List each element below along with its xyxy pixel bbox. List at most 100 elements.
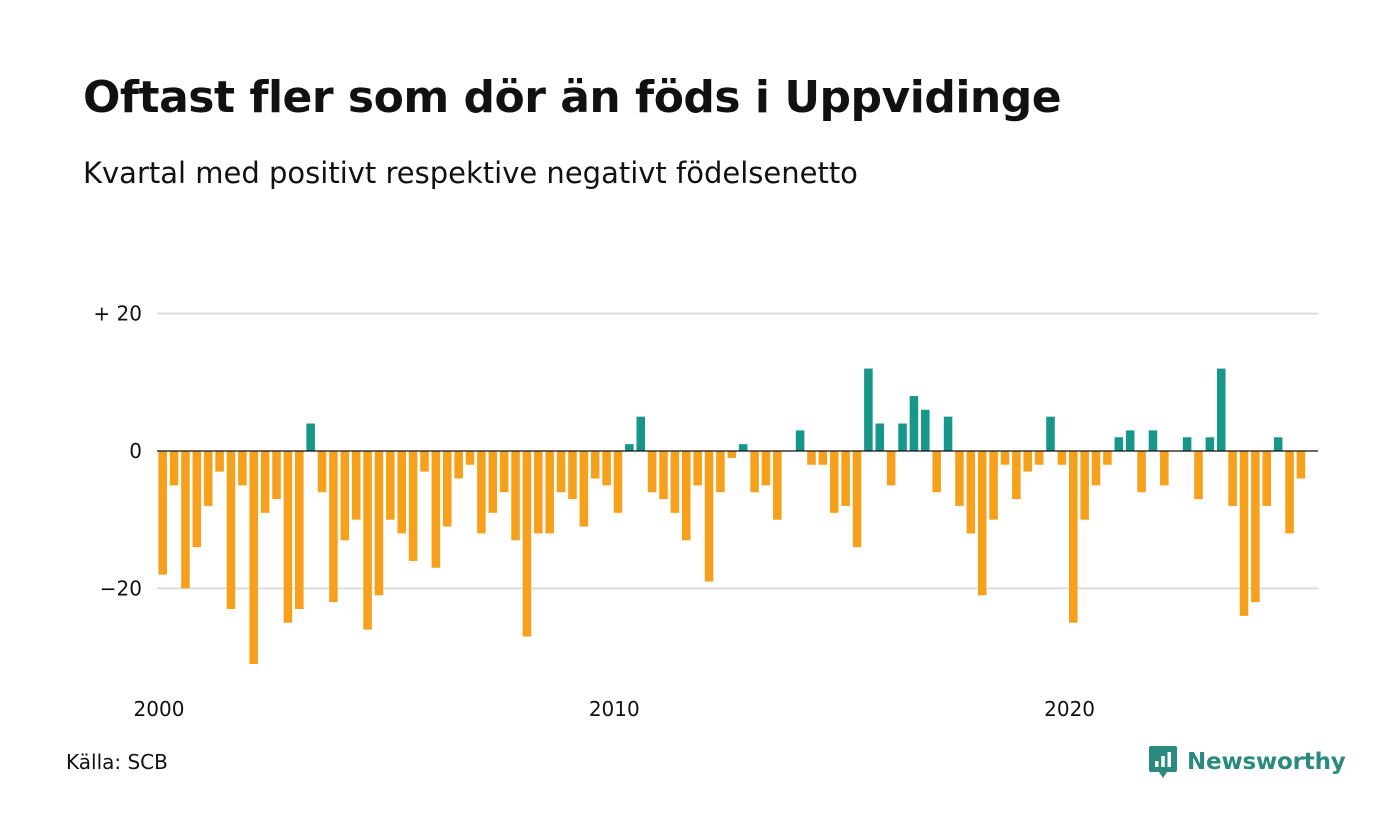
bar-negative [1228,451,1237,506]
x-tick-label: 2020 [1044,697,1095,721]
bar-positive [1205,437,1215,451]
bar-negative [989,451,998,520]
bar-negative [238,451,247,486]
bar-negative [590,451,600,479]
bar-negative [340,451,350,541]
bar-negative [534,451,543,534]
bar-negative [226,451,236,610]
bar-negative [477,451,486,534]
brand-logo[interactable]: Newsworthy [1148,742,1346,782]
x-tick-label: 2010 [589,697,640,721]
bar-positive [1216,368,1226,451]
bar-negative [260,451,270,513]
bar-negative [522,451,532,637]
bar-negative [556,451,566,493]
bar-positive [1273,437,1283,451]
bar-negative [750,451,759,493]
bar-negative [1057,451,1067,465]
y-tick-label: −20 [100,576,142,600]
bar-negative [932,451,941,493]
bar-positive [864,368,873,451]
bar-negative [431,451,441,568]
bar-negative [1239,451,1249,616]
bar-negative [283,451,293,623]
bar-negative [249,451,259,664]
bar-negative [807,451,816,465]
bar-negative [773,451,782,520]
bar-chart: + 20 0 −20 2000 2010 2020 [93,302,1318,721]
bar-negative [465,451,475,465]
bar-positive [909,396,919,451]
bar-positive [636,416,646,451]
bar-positive [943,416,953,451]
bar-negative [420,451,429,472]
y-tick-label: 0 [129,439,142,463]
bar-negative [647,451,657,493]
bar-negative [363,451,372,630]
bar-positive [1182,437,1192,451]
bar-negative [670,451,680,513]
bar-negative [488,451,498,513]
bar-negative [1000,451,1010,465]
source-label: Källa: SCB [66,750,168,774]
bar-positive [875,423,885,451]
bar-negative [511,451,520,541]
chart-title: Oftast fler som dör än föds i Uppvidinge [83,72,1062,123]
bar-negative [1194,451,1203,500]
bar-negative [1080,451,1089,520]
bar-negative [602,451,611,486]
bar-positive [625,444,634,451]
bar-positive [1114,437,1124,451]
bar-negative [317,451,327,493]
bar-negative [1251,451,1260,603]
bar-negative [442,451,452,527]
bar-negative [192,451,202,548]
brand-name: Newsworthy [1187,749,1346,775]
bar-positive [1125,430,1135,451]
bar-negative [1091,451,1101,486]
bar-negative [716,451,725,493]
bar-negative [1069,451,1078,623]
grid-lines [157,312,1318,590]
bar-positive [898,423,907,451]
bar-negative [727,451,737,458]
bar-negative [1285,451,1294,534]
bar-negative [852,451,862,548]
bar-negative [1103,451,1112,465]
bar-negative [499,451,509,493]
bars [158,368,1306,664]
bar-positive [1148,430,1158,451]
bar-negative [1262,451,1272,506]
bar-negative [1296,451,1306,479]
bar-positive [795,430,805,451]
bar-negative [397,451,406,534]
bar-negative [966,451,976,534]
bar-negative [977,451,987,596]
bar-negative [704,451,714,582]
bar-positive [1046,416,1055,451]
bar-negative [682,451,691,541]
bar-negative [386,451,395,520]
bar-negative [841,451,850,506]
bar-negative [1137,451,1146,493]
bar-negative [1012,451,1021,500]
axis-labels: + 20 0 −20 2000 2010 2020 [93,302,1095,721]
bar-negative [351,451,361,520]
bar-negative [818,451,828,465]
bar-negative [408,451,418,561]
x-tick-label: 2000 [134,697,185,721]
bar-negative [829,451,839,513]
bar-negative [181,451,190,589]
bar-negative [545,451,554,534]
bar-negative [613,451,623,513]
y-tick-label: + 20 [93,302,142,326]
chart-subtitle: Kvartal med positivt respektive negativt… [83,156,858,190]
bar-negative [1160,451,1169,486]
bar-negative [1034,451,1044,465]
bar-negative [169,451,179,486]
bar-negative [454,451,463,479]
bar-negative [693,451,702,486]
bar-negative [955,451,964,506]
bar-positive [738,444,748,451]
bar-negative [329,451,338,603]
